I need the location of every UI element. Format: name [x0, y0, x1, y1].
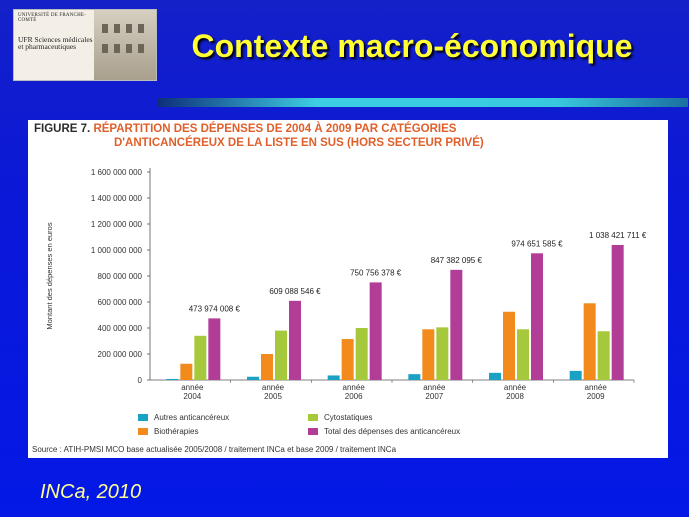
bar-biotherapies — [422, 329, 435, 380]
bar-total — [450, 269, 463, 380]
legend-label: Total des dépenses des anticancéreux — [324, 427, 461, 436]
x-tick-label-line1: année — [423, 383, 446, 392]
y-tick-label: 1 200 000 000 — [91, 220, 143, 229]
bar-cytostatiques — [517, 329, 529, 380]
footer-citation: INCa, 2010 — [40, 481, 142, 503]
bar-chart: 0 200 000 000 400 000 000 600 000 000 800 00… — [45, 168, 647, 401]
bar-biotherapies — [261, 354, 273, 380]
total-data-label: 473 974 008 € — [189, 304, 241, 313]
x-tick-label-line1: année — [585, 383, 608, 392]
total-data-label: 609 088 546 € — [269, 287, 321, 296]
y-tick-label: 800 000 000 — [98, 272, 143, 281]
bar-biotherapies — [341, 339, 354, 380]
bar-cytostatiques — [355, 328, 368, 380]
x-tick-label-line1: année — [181, 383, 204, 392]
total-data-label: 974 651 585 € — [511, 239, 563, 248]
logo-university-name: UNIVERSITÉ DE FRANCHE-COMTÉ — [18, 13, 87, 24]
slide-title: Contexte macro-économique — [191, 28, 633, 64]
legend-label: Autres anticancéreux — [154, 413, 230, 422]
x-tick-label-line2: 2009 — [587, 392, 605, 401]
y-tick-label: 600 000 000 — [98, 298, 143, 307]
figure-source: Source : ATIH-PMSI MCO base actualisée 2… — [32, 445, 397, 454]
x-tick-label-line1: année — [504, 383, 527, 392]
x-tick-label-line2: 2006 — [345, 392, 363, 401]
x-tick-label-line2: 2007 — [425, 392, 443, 401]
bar-autres — [569, 370, 582, 380]
y-tick-label: 1 000 000 000 — [91, 246, 143, 255]
bar-autres — [247, 376, 259, 380]
bar-biotherapies — [503, 311, 515, 380]
figure-title-line2: D'ANTICANCÉREUX DE LA LISTE EN SUS (HORS… — [114, 136, 484, 149]
bar-biotherapies — [180, 363, 193, 380]
y-tick-label: 0 — [138, 376, 143, 385]
y-tick-label: 1 400 000 000 — [91, 194, 143, 203]
bar-autres — [327, 375, 340, 380]
legend-item: Total des dépenses des anticancéreux — [308, 427, 460, 436]
title-divider — [158, 98, 688, 107]
bar-biotherapies — [583, 303, 596, 380]
legend-swatch — [138, 414, 148, 421]
y-tick-label: 400 000 000 — [98, 324, 143, 333]
y-tick-label: 1 600 000 000 — [91, 168, 143, 177]
bar-total — [208, 318, 221, 380]
legend-label: Cytostatiques — [324, 413, 373, 422]
logo-building-image — [94, 10, 156, 80]
total-data-label: 750 756 378 € — [350, 268, 402, 277]
legend-swatch — [308, 414, 318, 421]
figure-panel: FIGURE 7. RÉPARTITION DES DÉPENSES DE 20… — [28, 120, 668, 458]
legend-item: Biothérapies — [138, 427, 198, 436]
bar-cytostatiques — [275, 330, 287, 380]
x-tick-label-line2: 2008 — [506, 392, 524, 401]
logo-ufr-name: UFR Sciences médicales et pharmaceutique… — [18, 34, 93, 52]
x-tick-label-line1: année — [343, 383, 366, 392]
x-tick-label-line1: année — [262, 383, 285, 392]
y-tick-label: 200 000 000 — [98, 350, 143, 359]
legend-swatch — [308, 428, 318, 435]
bar-cytostatiques — [194, 335, 207, 380]
bar-cytostatiques — [436, 327, 449, 380]
bar-total — [531, 253, 543, 380]
bar-cytostatiques — [597, 331, 610, 380]
legend-item: Autres anticancéreux — [138, 413, 229, 422]
bar-autres — [166, 378, 179, 380]
x-tick-label-line2: 2005 — [264, 392, 282, 401]
total-data-label: 1 038 421 711 € — [589, 231, 647, 240]
bar-autres — [408, 374, 421, 380]
bar-total — [289, 300, 301, 380]
y-axis-label: Montant des dépenses en euros — [45, 222, 54, 329]
legend-item: Cytostatiques — [308, 413, 372, 422]
figure-title-line1: RÉPARTITION DES DÉPENSES DE 2004 À 2009 … — [93, 123, 457, 135]
legend-label: Biothérapies — [154, 427, 199, 436]
total-data-label: 847 382 095 € — [431, 256, 483, 265]
logo-text: UNIVERSITÉ DE FRANCHE-COMTÉ UFR Sciences… — [18, 13, 96, 51]
bar-total — [369, 282, 382, 380]
bar-total — [611, 245, 624, 380]
university-logo: UNIVERSITÉ DE FRANCHE-COMTÉ UFR Sciences… — [13, 9, 157, 81]
x-tick-label-line2: 2004 — [183, 392, 201, 401]
figure-title: FIGURE 7. RÉPARTITION DES DÉPENSES DE 20… — [34, 123, 664, 151]
figure-label: FIGURE 7. — [34, 123, 91, 135]
bar-autres — [489, 372, 501, 380]
legend-swatch — [138, 428, 148, 435]
